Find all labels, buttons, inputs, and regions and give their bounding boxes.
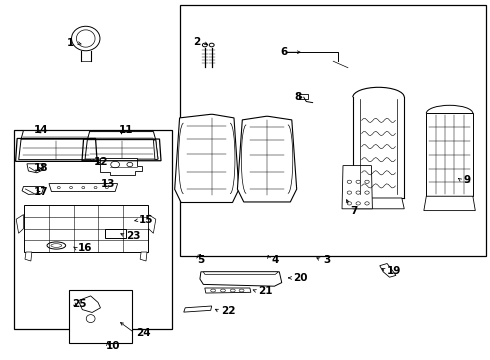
Text: 8: 8: [294, 92, 301, 102]
Text: 13: 13: [100, 179, 115, 189]
Polygon shape: [424, 196, 475, 211]
Text: 24: 24: [136, 328, 151, 338]
Polygon shape: [87, 132, 156, 140]
Ellipse shape: [127, 162, 133, 167]
Ellipse shape: [57, 186, 60, 189]
Polygon shape: [100, 158, 142, 175]
Polygon shape: [342, 166, 372, 209]
Polygon shape: [299, 94, 308, 99]
Bar: [69, 290, 132, 343]
Polygon shape: [140, 252, 147, 261]
Ellipse shape: [202, 43, 207, 47]
Text: 25: 25: [73, 299, 87, 309]
Polygon shape: [203, 272, 278, 274]
Text: 7: 7: [350, 206, 358, 216]
Ellipse shape: [356, 202, 361, 205]
Ellipse shape: [47, 242, 66, 249]
Text: 23: 23: [126, 231, 141, 241]
Polygon shape: [200, 272, 282, 286]
Text: 2: 2: [193, 37, 200, 48]
Text: 3: 3: [323, 255, 331, 265]
Ellipse shape: [239, 289, 244, 292]
Polygon shape: [22, 186, 44, 194]
Text: 12: 12: [94, 157, 109, 167]
Ellipse shape: [365, 202, 369, 205]
Polygon shape: [78, 296, 100, 312]
Polygon shape: [205, 288, 251, 293]
Bar: [105, 229, 126, 238]
Text: 10: 10: [105, 341, 120, 351]
Ellipse shape: [230, 289, 235, 292]
Text: 17: 17: [33, 186, 48, 197]
Ellipse shape: [356, 191, 361, 194]
Ellipse shape: [209, 43, 214, 47]
Text: 4: 4: [272, 255, 279, 265]
Polygon shape: [25, 252, 32, 261]
Polygon shape: [184, 306, 212, 312]
Ellipse shape: [94, 186, 97, 189]
Ellipse shape: [347, 191, 352, 194]
Polygon shape: [49, 184, 118, 192]
Text: 18: 18: [33, 163, 48, 174]
Text: 16: 16: [77, 243, 92, 253]
Ellipse shape: [51, 244, 62, 247]
Bar: [24, 205, 148, 252]
Text: 11: 11: [119, 125, 133, 135]
Bar: [426, 113, 473, 196]
Polygon shape: [21, 131, 92, 139]
Polygon shape: [174, 114, 239, 202]
Text: 15: 15: [139, 215, 153, 225]
Ellipse shape: [220, 289, 225, 292]
Ellipse shape: [111, 161, 120, 168]
Ellipse shape: [365, 180, 369, 184]
Text: 5: 5: [197, 255, 204, 265]
Text: 22: 22: [221, 306, 236, 316]
Polygon shape: [153, 140, 158, 160]
Polygon shape: [27, 164, 44, 173]
Text: 14: 14: [33, 125, 48, 135]
Ellipse shape: [70, 186, 73, 189]
Text: 21: 21: [258, 286, 273, 296]
Polygon shape: [380, 264, 396, 277]
Bar: [14, 130, 171, 329]
Ellipse shape: [347, 202, 352, 205]
Polygon shape: [148, 215, 156, 233]
Polygon shape: [85, 140, 158, 159]
Polygon shape: [19, 139, 94, 160]
Ellipse shape: [347, 180, 352, 184]
Ellipse shape: [105, 186, 108, 189]
Text: 9: 9: [463, 175, 470, 185]
Ellipse shape: [86, 315, 95, 323]
Text: 1: 1: [67, 38, 74, 48]
Ellipse shape: [82, 186, 85, 189]
Ellipse shape: [211, 289, 216, 292]
Text: 6: 6: [281, 47, 288, 57]
Text: 20: 20: [293, 273, 308, 283]
Polygon shape: [16, 215, 24, 233]
Bar: [180, 5, 486, 256]
Ellipse shape: [356, 180, 361, 184]
Polygon shape: [238, 116, 297, 202]
Polygon shape: [353, 198, 404, 209]
Text: 19: 19: [387, 266, 401, 276]
Ellipse shape: [365, 191, 369, 194]
Polygon shape: [89, 139, 94, 160]
